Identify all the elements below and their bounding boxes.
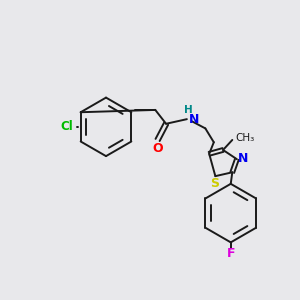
Text: Cl: Cl xyxy=(60,120,73,134)
Text: O: O xyxy=(152,142,163,155)
Text: N: N xyxy=(238,152,248,165)
Text: F: F xyxy=(226,248,235,260)
Text: CH₃: CH₃ xyxy=(236,133,255,142)
Text: H: H xyxy=(184,105,193,115)
Text: S: S xyxy=(210,177,219,190)
Text: N: N xyxy=(188,113,199,126)
